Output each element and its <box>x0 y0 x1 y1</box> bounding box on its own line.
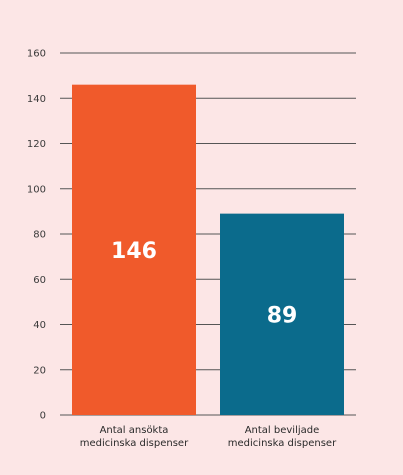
y-tick-label: 80 <box>33 230 46 241</box>
bars <box>72 84 344 416</box>
y-tick-label: 100 <box>27 184 46 195</box>
x-category-label: Antal ansökta <box>100 425 169 436</box>
y-tick-label: 20 <box>33 365 46 376</box>
y-tick-label: 120 <box>27 139 46 150</box>
y-tick-label: 160 <box>27 49 46 60</box>
y-tick-label: 60 <box>33 275 46 286</box>
x-category-label: medicinska dispenser <box>228 438 337 449</box>
y-axis-ticks: 0 20 40 60 80 100 120 140 160 <box>27 49 46 422</box>
y-tick-label: 140 <box>27 94 46 105</box>
x-category-label: Antal beviljade <box>245 425 320 436</box>
bar <box>220 213 344 415</box>
x-axis-categories: Antal ansökta medicinska dispenser Antal b… <box>80 425 337 449</box>
data-label: 89 <box>267 303 298 328</box>
data-labels: 146 89 <box>111 239 297 328</box>
data-label: 146 <box>111 239 157 264</box>
y-tick-label: 0 <box>40 411 46 422</box>
y-tick-label: 40 <box>33 320 46 331</box>
x-category-label: medicinska dispenser <box>80 438 189 449</box>
bar <box>72 84 196 416</box>
